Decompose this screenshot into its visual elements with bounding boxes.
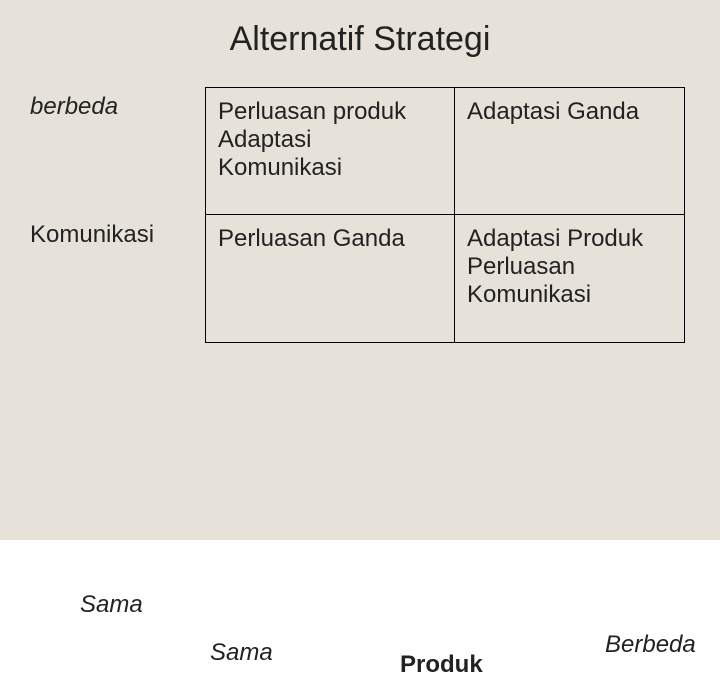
cell-text: Adaptasi Ganda bbox=[467, 98, 672, 126]
cell-top-left: Perluasan produk Adaptasi Komunikasi bbox=[205, 87, 455, 215]
matrix-top: Perluasan produk Adaptasi Komunikasi Ada… bbox=[205, 87, 685, 215]
matrix-bottom: Perluasan Ganda Adaptasi Produk Perluasa… bbox=[205, 215, 685, 343]
x-axis-right-label: Berbeda bbox=[605, 631, 696, 659]
matrix-row-bottom: Komunikasi Perluasan Ganda Adaptasi Prod… bbox=[30, 215, 690, 343]
cell-text: Perluasan produk bbox=[218, 98, 442, 126]
content-area: berbeda Perluasan produk Adaptasi Komuni… bbox=[30, 87, 690, 343]
cell-text: Adaptasi Produk bbox=[467, 225, 672, 253]
cell-text: Perluasan Ganda bbox=[218, 225, 442, 253]
y-axis-bottom-label: Sama bbox=[80, 591, 143, 619]
cell-bottom-right: Adaptasi Produk Perluasan Komunikasi bbox=[455, 215, 685, 343]
cell-text: Adaptasi Komunikasi bbox=[218, 126, 442, 182]
cell-bottom-left: Perluasan Ganda bbox=[205, 215, 455, 343]
x-axis-left-label: Sama bbox=[210, 639, 273, 667]
matrix-row-top: berbeda Perluasan produk Adaptasi Komuni… bbox=[30, 87, 690, 215]
cell-text: Perluasan bbox=[467, 253, 672, 281]
x-axis-middle-label: Produk bbox=[400, 651, 483, 679]
cell-text: Komunikasi bbox=[467, 281, 672, 309]
cell-top-right: Adaptasi Ganda bbox=[455, 87, 685, 215]
slide-title: Alternatif Strategi bbox=[30, 20, 690, 59]
slide: Alternatif Strategi berbeda Perluasan pr… bbox=[0, 0, 720, 540]
y-axis-top-label: berbeda bbox=[30, 87, 205, 215]
y-axis-middle-label: Komunikasi bbox=[30, 215, 205, 343]
